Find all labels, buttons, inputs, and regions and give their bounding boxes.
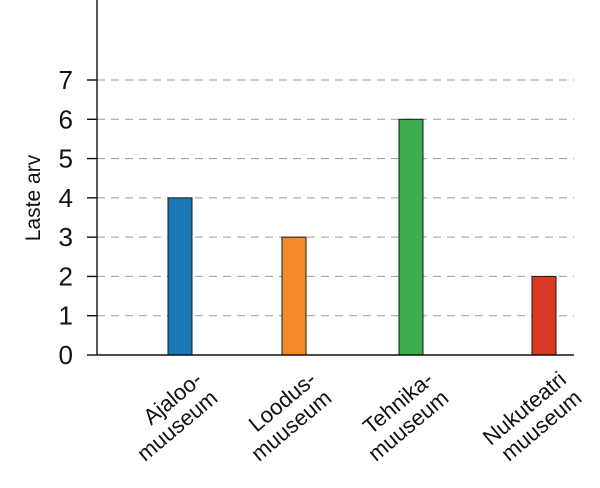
y-tick-label: 4 xyxy=(59,183,73,213)
y-tick-label: 7 xyxy=(59,65,73,95)
y-axis-title: Laste arv xyxy=(22,154,45,241)
x-category-label: Ajaloo-muuseum xyxy=(132,366,222,466)
y-tick-label: 3 xyxy=(59,222,73,252)
y-tick-label: 6 xyxy=(59,104,73,134)
y-tick-label: 5 xyxy=(59,144,73,174)
bar xyxy=(167,197,193,356)
x-category-label: Tehnika-muuseum xyxy=(358,366,453,466)
y-tick-label: 1 xyxy=(59,301,73,331)
bar xyxy=(531,275,557,356)
y-tick-label: 2 xyxy=(59,261,73,291)
bar xyxy=(281,236,307,356)
x-category-label: Loodus-muuseum xyxy=(244,366,336,466)
gridlines xyxy=(97,79,574,317)
y-axis-ticks: 0 1 2 3 4 5 6 7 xyxy=(59,65,97,370)
y-tick-label: 0 xyxy=(59,340,73,370)
bar xyxy=(398,118,424,356)
x-axis-category-labels: Ajaloo-muuseum Loodus-muuseum Tehnika-muus… xyxy=(132,366,586,466)
axes xyxy=(96,0,574,356)
